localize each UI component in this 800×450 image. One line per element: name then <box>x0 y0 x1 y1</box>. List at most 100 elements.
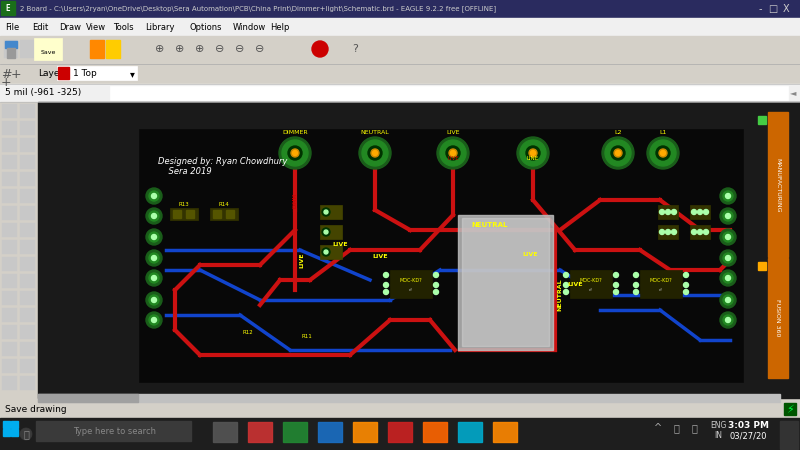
Bar <box>2 206 17 220</box>
Bar <box>213 422 237 442</box>
Text: DIMMER: DIMMER <box>282 130 308 135</box>
Circle shape <box>602 137 634 169</box>
Text: X: X <box>782 4 790 14</box>
Bar <box>784 403 796 415</box>
Circle shape <box>359 137 391 169</box>
Bar <box>768 258 788 378</box>
Bar <box>493 422 517 442</box>
Bar <box>20 376 35 390</box>
Text: ⊖: ⊖ <box>235 44 245 54</box>
Bar <box>658 205 678 219</box>
Circle shape <box>659 230 665 234</box>
Text: LIVE: LIVE <box>446 130 460 135</box>
Bar <box>2 291 17 305</box>
Circle shape <box>703 230 709 234</box>
Circle shape <box>726 297 730 302</box>
Circle shape <box>659 210 665 215</box>
Bar <box>320 205 342 219</box>
Bar <box>0 84 800 102</box>
Bar <box>570 270 612 298</box>
Text: NEUTRAL: NEUTRAL <box>361 130 390 135</box>
Circle shape <box>383 283 389 288</box>
Bar <box>2 223 17 237</box>
Bar <box>20 291 35 305</box>
Bar <box>173 210 181 218</box>
Circle shape <box>279 137 311 169</box>
Circle shape <box>146 229 162 245</box>
Circle shape <box>434 289 438 294</box>
Bar <box>458 215 553 350</box>
Text: cf: cf <box>409 288 413 292</box>
Bar <box>2 342 17 356</box>
Circle shape <box>153 42 167 56</box>
Bar <box>213 210 221 218</box>
Bar <box>2 325 17 339</box>
Circle shape <box>348 42 362 56</box>
Text: R11: R11 <box>302 334 312 339</box>
Bar <box>170 208 198 220</box>
Text: 🔊: 🔊 <box>673 423 679 433</box>
Bar <box>186 210 194 218</box>
Text: Options: Options <box>189 22 222 32</box>
Circle shape <box>151 234 157 239</box>
Bar <box>318 422 342 442</box>
Bar <box>0 0 800 18</box>
Bar <box>226 210 234 218</box>
Circle shape <box>720 270 736 286</box>
Text: Save drawing: Save drawing <box>5 405 66 414</box>
Circle shape <box>520 140 546 166</box>
Bar <box>20 342 35 356</box>
Text: DIMM: DIMM <box>293 193 298 207</box>
Bar <box>1 1 15 15</box>
Text: -: - <box>758 4 762 14</box>
Circle shape <box>151 213 157 219</box>
Circle shape <box>723 191 733 201</box>
Circle shape <box>691 230 697 234</box>
Circle shape <box>517 137 549 169</box>
Bar <box>20 206 35 220</box>
Bar <box>20 325 35 339</box>
Circle shape <box>703 210 709 215</box>
Text: LINE: LINE <box>527 156 539 161</box>
Text: LIVE: LIVE <box>299 252 305 268</box>
Bar <box>283 422 307 442</box>
Circle shape <box>383 273 389 278</box>
Text: Draw: Draw <box>59 22 81 32</box>
Bar <box>2 257 17 271</box>
Bar <box>390 270 432 298</box>
Text: MOC-KD?: MOC-KD? <box>400 278 422 283</box>
Bar <box>768 394 780 402</box>
Text: cf: cf <box>589 288 593 292</box>
Circle shape <box>666 230 670 234</box>
Circle shape <box>146 208 162 224</box>
Bar <box>7 48 15 58</box>
Circle shape <box>293 150 298 156</box>
Text: LIVE: LIVE <box>522 252 538 257</box>
Bar <box>20 223 35 237</box>
Circle shape <box>529 149 537 157</box>
Circle shape <box>723 211 733 221</box>
Circle shape <box>723 315 733 325</box>
Bar <box>20 121 35 135</box>
Circle shape <box>563 283 569 288</box>
Circle shape <box>726 213 730 219</box>
Bar <box>20 155 35 169</box>
Bar <box>423 422 447 442</box>
Bar <box>20 172 35 186</box>
Text: LIVE: LIVE <box>332 243 348 248</box>
Circle shape <box>666 210 670 215</box>
Circle shape <box>563 273 569 278</box>
Circle shape <box>324 210 328 214</box>
Text: L1: L1 <box>659 130 666 135</box>
Circle shape <box>291 149 299 157</box>
Circle shape <box>720 312 736 328</box>
Circle shape <box>449 149 457 157</box>
Circle shape <box>720 229 736 245</box>
Text: Tools: Tools <box>113 22 134 32</box>
Circle shape <box>149 315 159 325</box>
Circle shape <box>723 253 733 263</box>
Bar <box>5 41 17 48</box>
Text: Library: Library <box>146 22 175 32</box>
Bar <box>106 40 120 58</box>
Circle shape <box>605 140 631 166</box>
